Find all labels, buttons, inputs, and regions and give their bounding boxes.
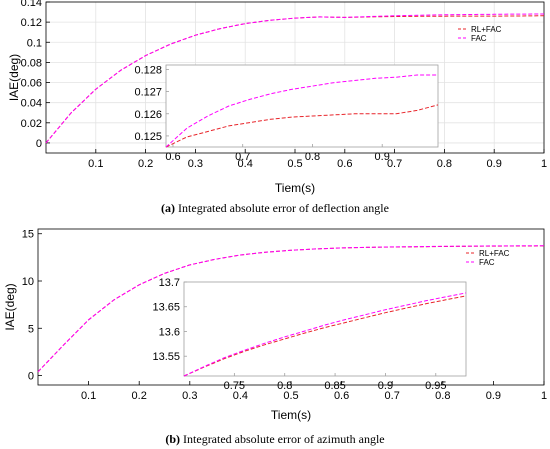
- y-tick-label: 0.12: [21, 17, 42, 29]
- y-tick-label: 0.08: [21, 57, 42, 69]
- y-axis-label: IAE(deg): [7, 54, 21, 101]
- inset-x-tick-label: 0.95: [425, 380, 446, 392]
- y-tick-label: 0.14: [21, 0, 42, 9]
- y-tick-label: 0.02: [21, 118, 42, 130]
- x-tick-label: 0.2: [132, 390, 147, 402]
- y-tick-label: 0.1: [27, 37, 42, 49]
- y-axis-label: IAE(deg): [3, 283, 17, 330]
- inset-y-tick-label: 0.126: [134, 109, 162, 121]
- y-tick-label: 15: [22, 229, 34, 241]
- legend-label: FAC: [471, 34, 487, 43]
- inset-frame-b: [183, 281, 467, 377]
- x-tick-label: 0.6: [334, 390, 349, 402]
- y-tick-label: 0: [36, 138, 42, 150]
- x-tick-label: 0.8: [437, 158, 452, 170]
- x-tick-label: 0.9: [487, 158, 502, 170]
- inset-series-line-rlfac: [165, 104, 439, 148]
- inset-x-tick-label: 0.8: [277, 380, 292, 392]
- x-tick-label: 0.7: [387, 158, 402, 170]
- y-tick-label: 0.06: [21, 78, 42, 90]
- inset-y-tick-label: 13.55: [152, 351, 180, 363]
- x-tick-label: 0.3: [182, 390, 197, 402]
- caption-a: (a) Integrated absolute error of deflect…: [161, 201, 389, 215]
- legend-label: RL+FAC: [479, 249, 510, 258]
- x-tick-label: 0.9: [486, 390, 501, 402]
- x-tick-label: 0.4: [233, 390, 248, 402]
- y-tick-label: 0: [28, 371, 34, 383]
- inset-y-tick-label: 0.128: [134, 64, 162, 76]
- x-tick-label: 1: [541, 158, 547, 170]
- y-tick-label: 5: [28, 323, 34, 335]
- inset-y-tick-label: 13.65: [152, 302, 180, 314]
- x-tick-label: 0.1: [88, 158, 103, 170]
- x-axis-label: Tiem(s): [275, 181, 315, 195]
- x-tick-label: 1: [541, 390, 547, 402]
- inset-x-tick-label: 0.7: [235, 151, 250, 163]
- x-tick-label: 0.3: [188, 158, 203, 170]
- series-line-fac: [37, 245, 545, 373]
- x-tick-label: 0.6: [337, 158, 352, 170]
- x-tick-label: 0.2: [138, 158, 153, 170]
- y-tick-label: 10: [22, 276, 34, 288]
- legend-label: FAC: [479, 258, 495, 267]
- x-tick-label: 0.4: [238, 158, 253, 170]
- inset-y-tick-label: 0.125: [134, 131, 162, 143]
- inset-x-tick-label: 0.85: [324, 380, 345, 392]
- x-tick-label: 0.5: [283, 390, 298, 402]
- inset-x-tick-label: 0.75: [224, 380, 245, 392]
- inset-frame-a: [165, 64, 439, 148]
- inset-series-line-fac: [183, 292, 467, 377]
- x-tick-label: 0.1: [81, 390, 96, 402]
- inset-y-tick-label: 13.6: [159, 326, 180, 338]
- inset-x-tick-label: 0.9: [375, 151, 390, 163]
- inset-y-tick-label: 0.127: [134, 87, 162, 99]
- caption-b: (b) Integrated absolute error of azimuth…: [165, 432, 385, 446]
- inset-x-tick-label: 0.8: [305, 151, 320, 163]
- x-tick-label: 0.8: [435, 390, 450, 402]
- x-tick-label: 0.5: [287, 158, 302, 170]
- inset-y-tick-label: 13.7: [159, 277, 180, 289]
- series-line-fac: [45, 13, 545, 144]
- x-tick-label: 0.7: [385, 390, 400, 402]
- inset-x-tick-label: 0.6: [165, 151, 180, 163]
- legend-label: RL+FAC: [471, 25, 502, 34]
- inset-series-line-fac: [165, 74, 438, 148]
- x-axis-label: Tiem(s): [271, 408, 311, 422]
- inset-x-tick-label: 0.9: [378, 380, 393, 392]
- y-tick-label: 0.04: [21, 98, 42, 110]
- inset-series-line-rlfac: [183, 295, 467, 377]
